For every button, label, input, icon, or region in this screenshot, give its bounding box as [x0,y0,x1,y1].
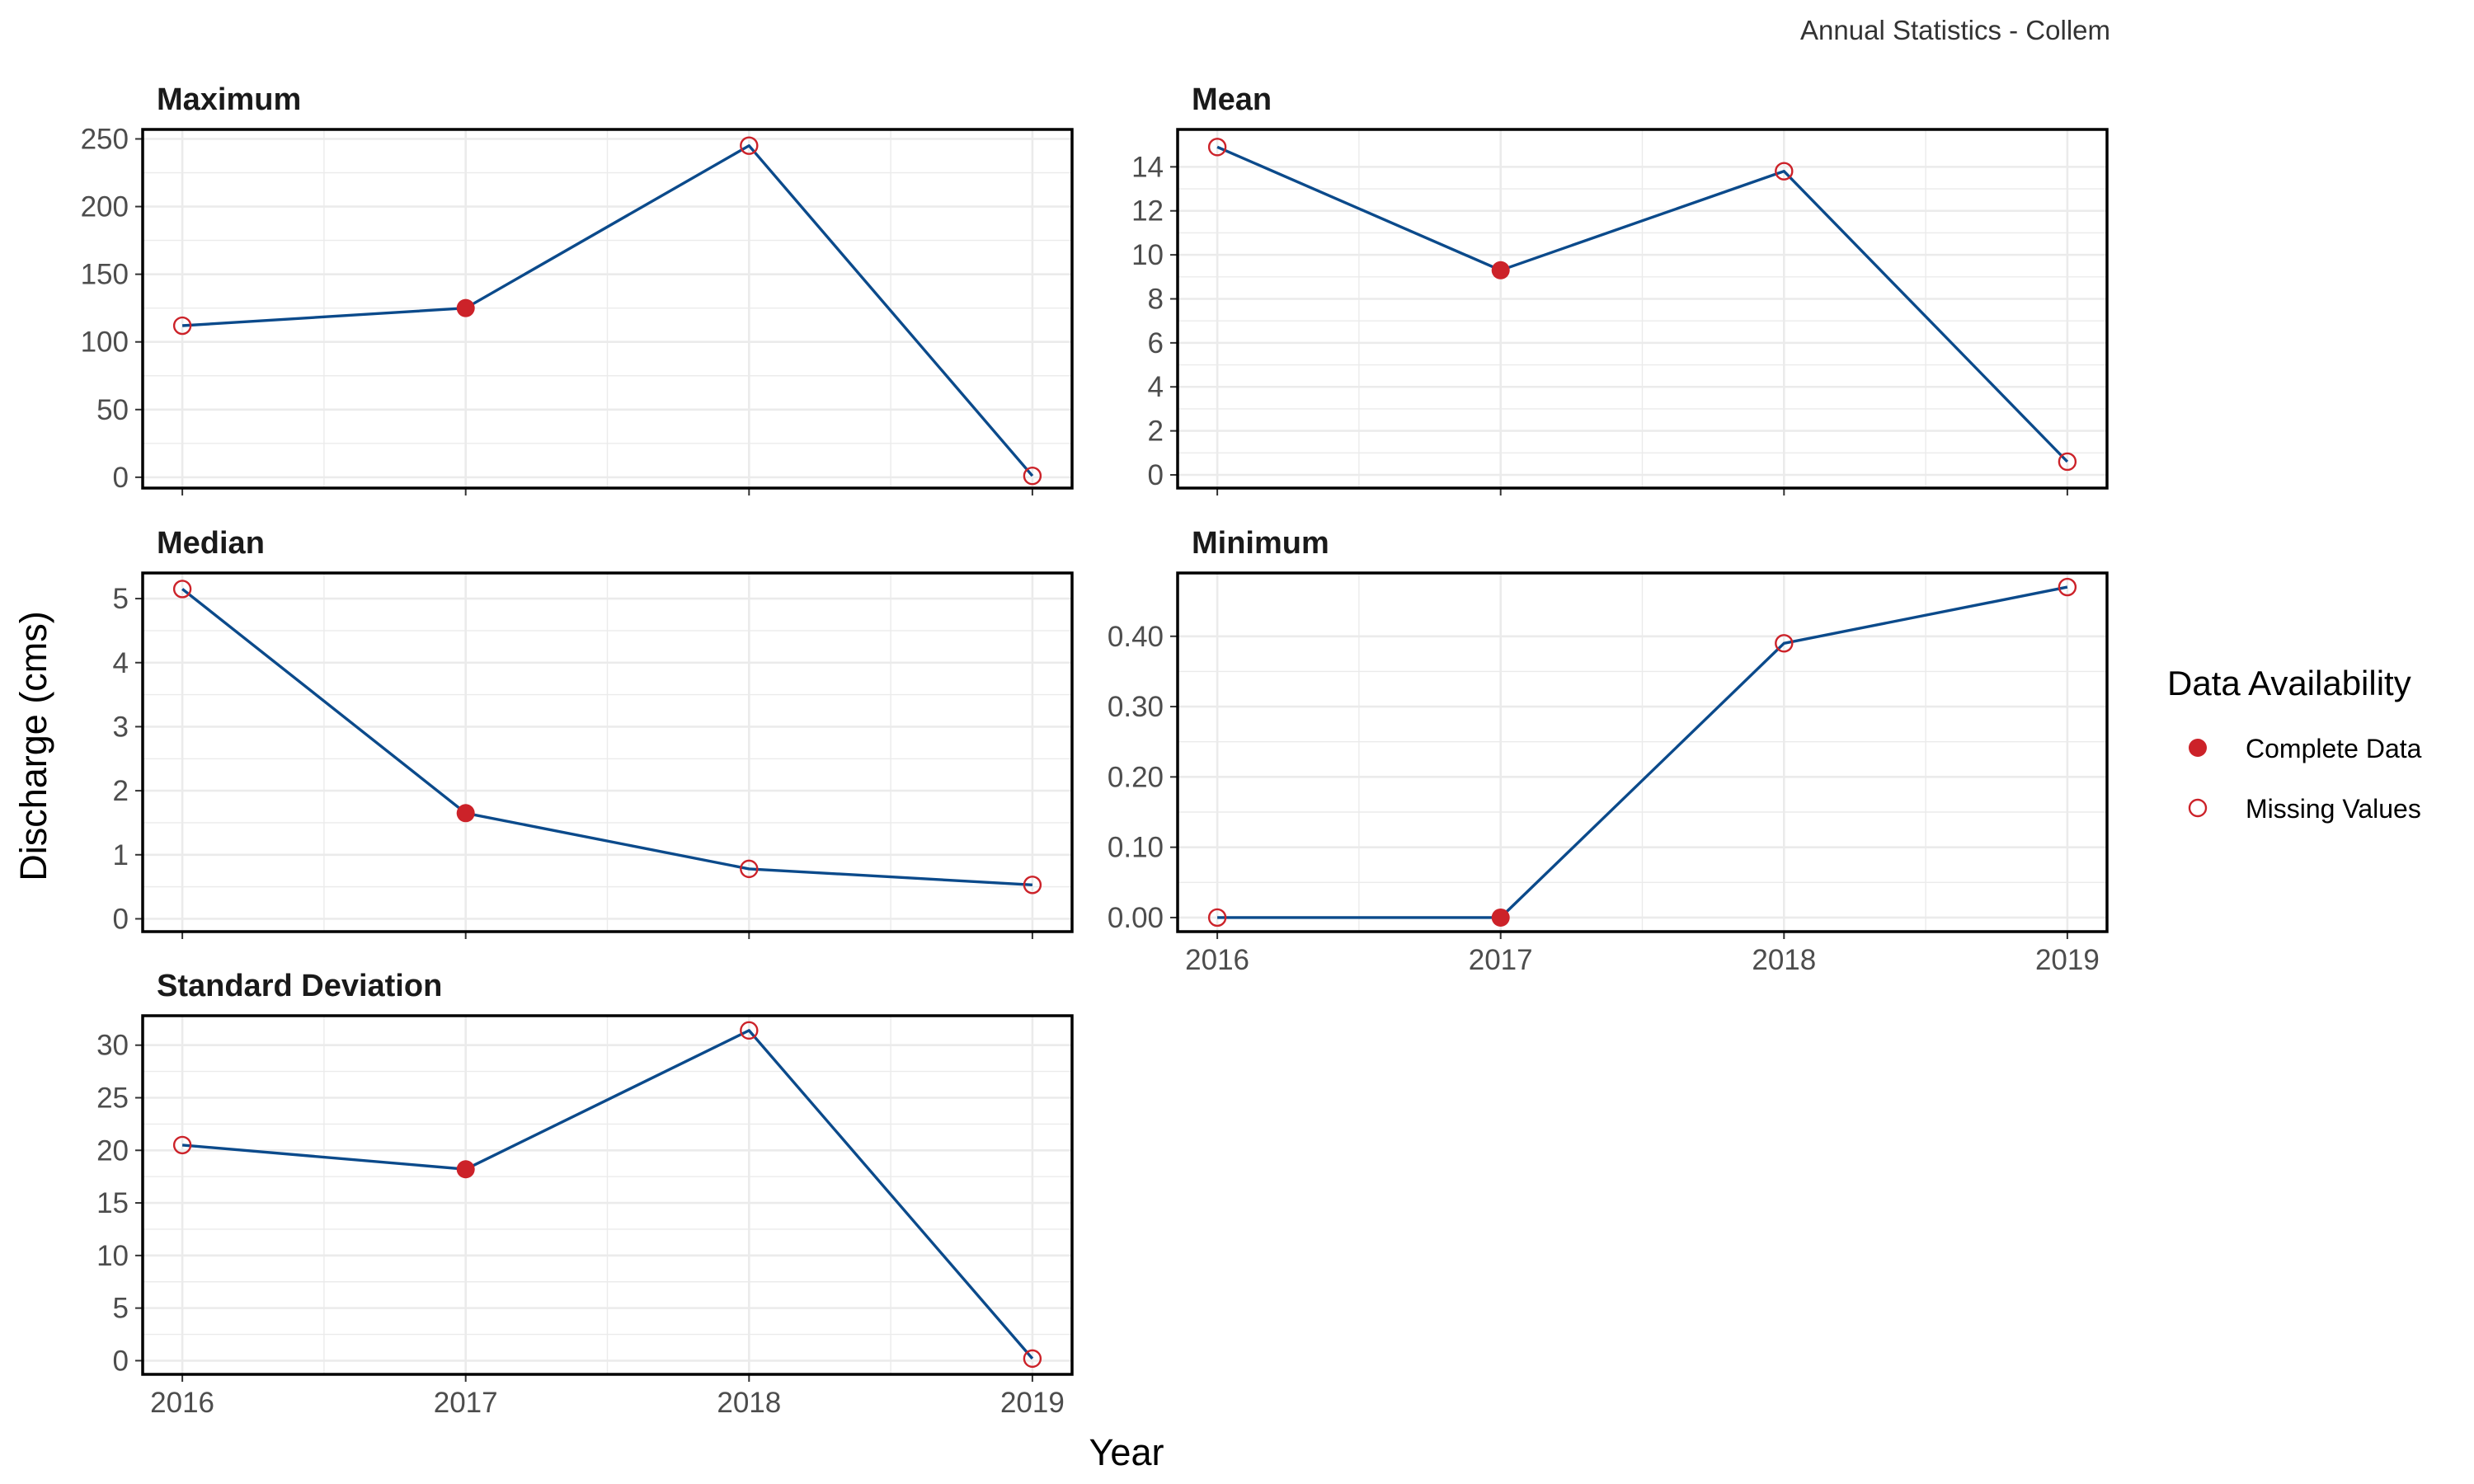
y-tick-label: 0.20 [1108,761,1164,793]
panel-border [141,128,1074,490]
legend-key-complete-data [2189,739,2207,757]
data-point-complete [456,804,475,823]
data-point-missing [172,580,192,599]
data-point-missing [740,136,759,155]
y-tick-label: 150 [81,259,129,291]
legend-label-complete-data: Complete Data [2246,734,2422,763]
y-tick-label: 2 [113,775,129,807]
series-line-standard-deviation [181,1029,1034,1360]
data-point-missing [2058,577,2077,597]
panel-maximum: 0 50 100 150 200 250 Maximum [81,82,1074,495]
panel-title-minimum: Minimum [1192,526,1329,561]
y-tick-label: 5 [113,583,129,615]
legend-label-missing-values: Missing Values [2246,794,2421,824]
x-tick-label: 2019 [1000,1387,1065,1419]
panel-minimum: 0.00 0.10 0.20 0.30 0.40 2016 2017 2018 2019 Mini… [1108,526,2109,976]
data-point-complete [1491,261,1510,279]
y-tick-label: 4 [1148,371,1164,403]
panel-standard-deviation: 0 5 10 15 20 25 30 2016 2017 2018 2019 Standard Dev… [96,969,1074,1419]
y-tick-label: 5 [113,1293,129,1325]
y-tick-label: 0.30 [1108,691,1164,723]
y-tick-label: 6 [1148,327,1164,359]
y-tick-label: 0 [113,462,129,494]
x-tick-label: 2016 [1185,944,1249,976]
y-tick-label: 25 [96,1082,129,1115]
data-point-missing [1207,138,1227,157]
data-point-missing [2058,452,2077,472]
series-line-minimum [1217,585,2068,919]
data-point-missing [1775,162,1794,181]
data-point-complete [456,298,475,317]
series-line-mean [1216,145,2069,463]
y-tick-label: 8 [1148,283,1164,315]
panel-border [141,1014,1074,1376]
panel-title-median: Median [157,526,265,561]
data-point-missing [1023,1349,1042,1369]
legend-key-missing-values [2188,798,2208,818]
panel-title-mean: Mean [1192,82,1272,117]
panel-border [1176,571,2109,933]
y-tick-label: 4 [113,647,129,679]
data-point-missing [172,1135,192,1155]
y-tick-label: 12 [1131,195,1164,228]
data-point-missing [1023,467,1042,486]
x-tick-label: 2017 [434,1387,498,1419]
x-tick-label: 2019 [2035,944,2100,976]
legend: Data Availability Complete Data Missing … [2167,664,2422,824]
y-tick-label: 3 [113,711,129,743]
data-point-missing [740,859,759,879]
y-tick-label: 20 [96,1134,129,1167]
data-point-missing [1207,908,1227,928]
y-tick-label: 200 [81,191,129,223]
y-tick-label: 0.10 [1108,832,1164,864]
y-tick-label: 0 [113,903,129,935]
panel-mean: 0 2 4 6 8 10 12 14 Mean [1131,82,2109,495]
y-tick-label: 15 [96,1187,129,1219]
x-tick-label: 2017 [1469,944,1533,976]
facet-panels: 050100150200250Maximum02468101214Mean012… [81,82,2109,1419]
panel-title-maximum: Maximum [157,82,301,117]
panel-title-standard-deviation: Standard Deviation [157,969,442,1003]
data-point-complete [456,1160,475,1179]
y-tick-label: 0 [1148,459,1164,491]
data-point-missing [740,1021,759,1040]
data-point-missing [1023,876,1042,895]
series-line-median [181,588,1032,886]
x-tick-label: 2018 [1752,944,1816,976]
panel-border [1176,128,2109,490]
y-tick-label: 0.00 [1108,902,1164,934]
y-tick-label: 100 [81,326,129,359]
series-line-maximum [181,143,1034,477]
y-tick-label: 14 [1131,151,1164,183]
y-tick-label: 2 [1148,416,1164,448]
data-point-missing [172,316,192,336]
y-tick-label: 10 [96,1240,129,1272]
panel-border [141,571,1074,933]
data-point-missing [1775,634,1794,653]
y-tick-label: 1 [113,839,129,871]
chart-caption: Annual Statistics - Collem [1800,15,2110,45]
y-axis-title: Discharge (cms) [12,611,54,881]
y-tick-label: 0 [113,1345,129,1377]
x-axis-title: Year [1089,1431,1164,1473]
x-tick-label: 2018 [717,1387,781,1419]
y-tick-label: 10 [1131,239,1164,271]
x-tick-label: 2016 [150,1387,214,1419]
data-point-complete [1491,908,1510,927]
y-tick-label: 0.40 [1108,621,1164,653]
y-tick-label: 30 [96,1030,129,1062]
y-tick-label: 250 [81,123,129,155]
y-tick-label: 50 [96,394,129,426]
legend-title: Data Availability [2167,664,2411,702]
panel-median: 0 1 2 3 4 5 Median [113,526,1074,939]
